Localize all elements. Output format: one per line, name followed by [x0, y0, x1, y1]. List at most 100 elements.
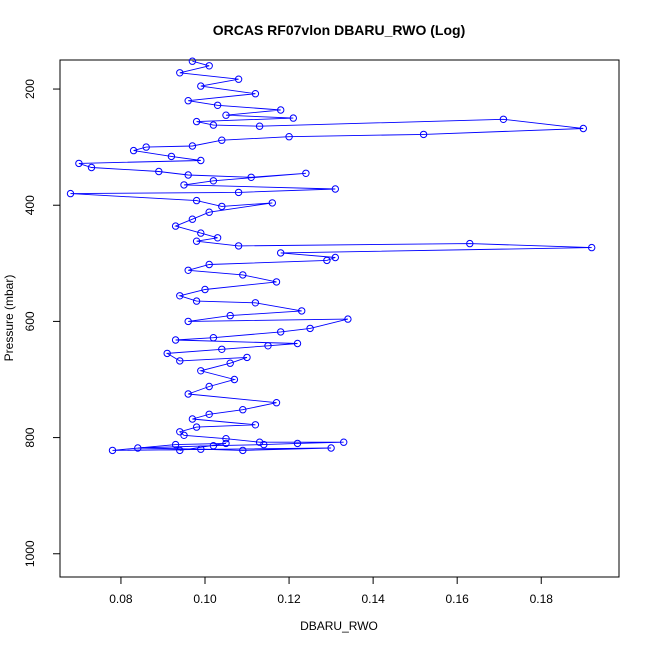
- data-point: [201, 285, 209, 294]
- data-point: [184, 390, 192, 398]
- data-point: [331, 185, 339, 193]
- data-point: [226, 311, 234, 320]
- data-point: [218, 136, 226, 144]
- data-point: [87, 163, 96, 172]
- data-point: [176, 69, 184, 77]
- data-point: [272, 399, 281, 407]
- data-point: [277, 328, 285, 336]
- data-point: [264, 342, 272, 350]
- data-point: [499, 115, 508, 124]
- data-point: [222, 435, 230, 443]
- data-point: [155, 167, 163, 176]
- series-line: [70, 60, 592, 451]
- x-axis-label: DBARU_RWO: [300, 619, 378, 633]
- data-point: [209, 177, 218, 185]
- x-tick-label: 0.14: [361, 592, 385, 606]
- data-point: [340, 438, 348, 446]
- y-axis-label: Pressure (mbar): [2, 275, 16, 362]
- data-point: [188, 142, 197, 150]
- data-point: [167, 152, 176, 161]
- data-point: [213, 101, 222, 110]
- data-point: [323, 256, 331, 265]
- data-point: [222, 439, 230, 448]
- data-point: [234, 188, 243, 197]
- data-point: [180, 431, 188, 439]
- chart-title: ORCAS RF07vlon DBARU_RWO (Log): [213, 22, 466, 38]
- y-axis: 200 400 600 800 1000: [23, 79, 61, 567]
- data-point: [192, 297, 201, 305]
- data-point: [260, 440, 268, 449]
- y-tick-label: 400: [23, 195, 37, 215]
- data-point: [239, 446, 247, 455]
- data-point: [419, 130, 428, 139]
- data-point: [205, 410, 213, 418]
- data-point: [197, 367, 205, 375]
- data-point: [209, 442, 218, 450]
- data-point: [209, 121, 218, 129]
- data-point: [277, 249, 285, 257]
- data-point: [234, 75, 243, 83]
- data-point: [134, 444, 142, 452]
- data-point: [197, 156, 205, 165]
- data-point: [192, 117, 201, 126]
- data-point: [205, 382, 213, 391]
- data-point: [75, 159, 83, 168]
- data-point: [184, 97, 192, 105]
- data-point: [344, 315, 352, 323]
- data-point: [180, 181, 188, 189]
- data-point: [66, 189, 75, 198]
- y-tick-label: 600: [23, 311, 37, 331]
- data-point: [289, 114, 297, 122]
- data-point: [255, 438, 264, 446]
- data-point: [298, 307, 306, 315]
- data-point: [588, 243, 596, 252]
- data-point: [188, 215, 197, 223]
- data-point: [226, 359, 234, 367]
- data-point: [176, 357, 184, 365]
- data-point: [192, 423, 201, 431]
- data-point: [293, 339, 302, 348]
- data-point: [163, 349, 171, 358]
- plot-area-frame: [59, 59, 620, 578]
- data-point: [192, 196, 201, 205]
- y-tick-label: 200: [23, 79, 37, 99]
- y-tick-label: 800: [23, 427, 37, 447]
- data-point: [197, 82, 205, 90]
- data-point: [302, 169, 310, 178]
- data-point: [188, 57, 197, 65]
- data-point: [285, 133, 293, 141]
- data-point: [205, 62, 213, 70]
- data-point: [277, 106, 285, 114]
- data-point: [213, 234, 222, 242]
- data-point: [197, 229, 205, 237]
- data-point: [331, 253, 339, 262]
- x-tick-label: 0.10: [193, 592, 217, 606]
- data-point: [272, 278, 281, 286]
- data-point: [188, 415, 197, 423]
- data-point: [466, 239, 474, 248]
- data-point: [108, 446, 117, 455]
- data-point: [129, 146, 138, 155]
- y-tick-label: 1000: [23, 540, 37, 567]
- data-point: [579, 124, 587, 133]
- x-tick-label: 0.16: [446, 592, 470, 606]
- data-point: [243, 353, 251, 362]
- data-point: [176, 292, 184, 300]
- data-point: [239, 406, 247, 414]
- data-point: [251, 299, 260, 307]
- data-point: [209, 334, 218, 342]
- data-point: [218, 345, 226, 353]
- data-point: [176, 446, 184, 455]
- data-point: [197, 445, 205, 453]
- data-point: [184, 266, 192, 274]
- data-point: [192, 237, 201, 245]
- data-point: [205, 208, 213, 216]
- x-tick-label: 0.12: [277, 592, 301, 606]
- x-tick-label: 0.08: [109, 592, 133, 606]
- x-tick-label: 0.18: [530, 592, 554, 606]
- data-point: [218, 202, 226, 211]
- data-point: [222, 111, 230, 119]
- data-point: [234, 242, 243, 250]
- data-point: [251, 90, 260, 98]
